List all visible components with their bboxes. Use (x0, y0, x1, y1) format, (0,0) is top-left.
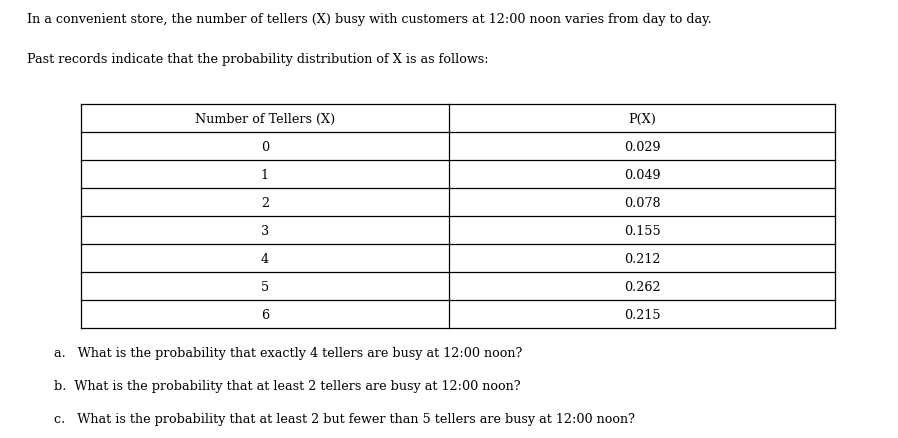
Text: 0.215: 0.215 (624, 308, 660, 321)
Text: 0.155: 0.155 (624, 224, 660, 237)
Text: 4: 4 (260, 252, 269, 265)
Text: a.   What is the probability that exactly 4 tellers are busy at 12:00 noon?: a. What is the probability that exactly … (54, 346, 523, 359)
Text: 1: 1 (261, 169, 269, 181)
Text: Number of Tellers (X): Number of Tellers (X) (195, 113, 335, 126)
Text: 2: 2 (260, 196, 269, 209)
Text: In a convenient store, the number of tellers (X) busy with customers at 12:00 no: In a convenient store, the number of tel… (27, 13, 712, 26)
Text: 0.078: 0.078 (624, 196, 660, 209)
Text: 5: 5 (260, 280, 269, 293)
Text: 0.029: 0.029 (624, 141, 660, 153)
Text: P(X): P(X) (628, 113, 656, 126)
Text: 0.049: 0.049 (624, 169, 660, 181)
Text: 6: 6 (260, 308, 269, 321)
Text: b.  What is the probability that at least 2 tellers are busy at 12:00 noon?: b. What is the probability that at least… (54, 379, 521, 392)
Text: 0: 0 (260, 141, 269, 153)
Text: 0.212: 0.212 (624, 252, 660, 265)
Text: c.   What is the probability that at least 2 but fewer than 5 tellers are busy a: c. What is the probability that at least… (54, 412, 635, 425)
Text: 3: 3 (260, 224, 269, 237)
Text: 0.262: 0.262 (624, 280, 660, 293)
Text: Past records indicate that the probability distribution of X is as follows:: Past records indicate that the probabili… (27, 53, 489, 66)
